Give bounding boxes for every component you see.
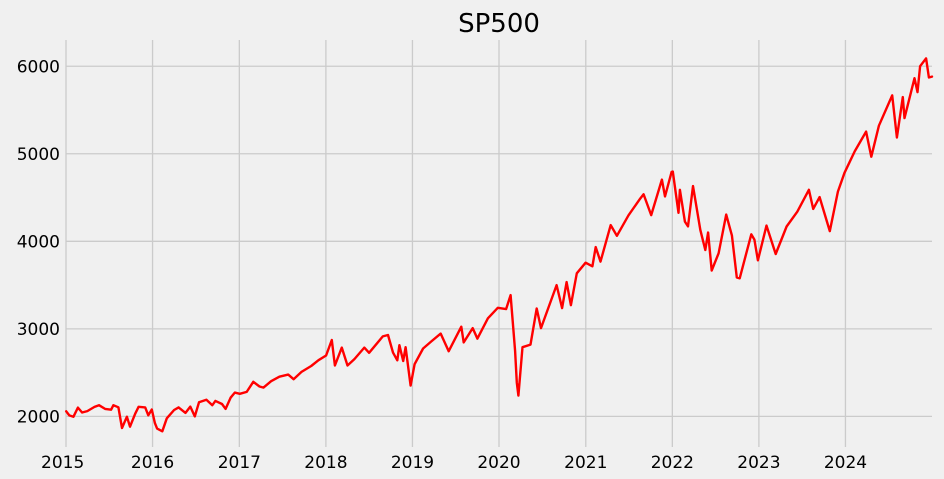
x-tick-label: 2015 — [41, 453, 84, 473]
y-tick-label: 6000 — [17, 57, 60, 77]
axis-ticks: 2000 3000 4000 5000 6000 2015 2016 2017 2018 2019… — [17, 57, 867, 473]
x-tick-label: 2018 — [304, 453, 347, 473]
x-tick-label: 2022 — [651, 453, 694, 473]
chart-title: SP500 — [458, 9, 540, 39]
x-tick-label: 2017 — [218, 453, 261, 473]
x-tick-label: 2020 — [477, 453, 520, 473]
x-tick-label: 2016 — [131, 453, 174, 473]
y-tick-label: 2000 — [17, 407, 60, 427]
x-tick-label: 2021 — [564, 453, 607, 473]
grid — [65, 40, 932, 447]
x-tick-label: 2024 — [824, 453, 867, 473]
y-tick-label: 4000 — [17, 232, 60, 252]
y-tick-label: 5000 — [17, 145, 60, 165]
y-tick-label: 3000 — [17, 320, 60, 340]
x-tick-label: 2023 — [737, 453, 780, 473]
x-tick-label: 2019 — [391, 453, 434, 473]
series-layer — [64, 57, 934, 433]
series-line — [64, 57, 934, 433]
